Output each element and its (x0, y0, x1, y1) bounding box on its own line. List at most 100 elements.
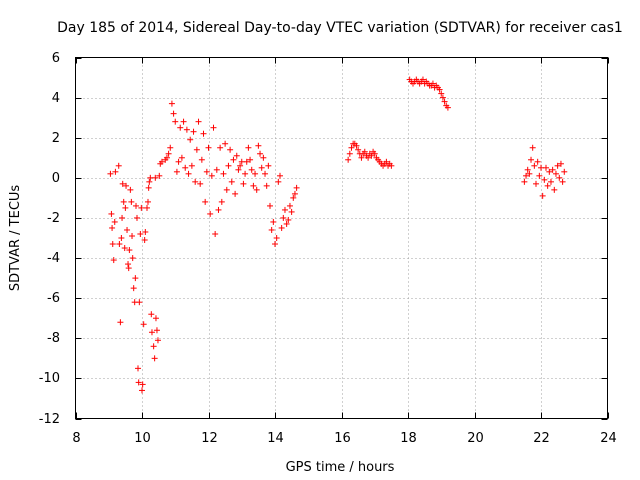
data-point (554, 162, 561, 169)
data-point (267, 202, 274, 209)
data-point (208, 172, 215, 179)
data-point (200, 130, 207, 137)
data-point (182, 164, 189, 171)
y-tick-label: 0 (52, 171, 60, 186)
data-point (205, 144, 212, 151)
data-point (551, 186, 558, 193)
data-point (125, 265, 132, 272)
y-tick-label: -10 (39, 371, 60, 386)
data-point (122, 204, 129, 211)
data-point (139, 381, 146, 388)
data-point (117, 319, 124, 326)
data-point (151, 355, 158, 362)
data-point (272, 241, 278, 248)
data-point (275, 178, 282, 185)
data-point (175, 158, 182, 165)
data-point (358, 154, 365, 161)
data-point (192, 178, 199, 185)
data-point (210, 124, 217, 131)
y-tick-label: -2 (47, 211, 60, 226)
data-point (365, 154, 372, 161)
data-point (268, 226, 275, 233)
data-point (222, 140, 229, 147)
data-point (223, 186, 230, 193)
data-point (107, 170, 114, 177)
data-point (444, 104, 451, 111)
data-point (128, 198, 135, 205)
data-point (371, 150, 378, 157)
data-point (218, 198, 225, 205)
data-point (190, 128, 197, 135)
data-point (203, 168, 210, 175)
data-point (439, 94, 446, 101)
x-tick-label: 24 (600, 431, 617, 446)
x-tick-label: 18 (400, 431, 417, 446)
data-point (217, 144, 224, 151)
data-point (163, 154, 170, 161)
data-point (536, 172, 543, 179)
data-points (107, 76, 568, 394)
data-point (135, 365, 142, 372)
data-point (252, 170, 259, 177)
data-point (556, 174, 563, 181)
data-point (270, 218, 277, 225)
y-axis-label: SDTVAR / TECUs (8, 185, 23, 292)
data-point (345, 156, 352, 163)
data-point (172, 118, 179, 125)
data-point (146, 178, 153, 185)
data-point (250, 182, 257, 189)
chart-title: Day 185 of 2014, Sidereal Day-to-day VTE… (57, 20, 623, 36)
data-point (353, 142, 360, 149)
data-point (227, 146, 234, 153)
data-point (178, 154, 185, 161)
x-tick-label: 20 (467, 431, 484, 446)
data-point (281, 206, 288, 213)
y-tick-label: 2 (52, 131, 60, 146)
data-point (438, 90, 445, 97)
data-point (193, 146, 200, 153)
data-point (215, 206, 222, 213)
data-point (120, 198, 127, 205)
data-point (126, 247, 133, 254)
data-point (521, 178, 528, 185)
data-point (539, 192, 546, 199)
data-point (187, 136, 194, 143)
x-tick-label: 10 (134, 431, 151, 446)
data-point (346, 150, 353, 157)
data-point (348, 144, 355, 151)
data-point (127, 186, 134, 193)
data-point (202, 198, 209, 205)
data-point (197, 180, 204, 187)
data-point (124, 226, 131, 233)
data-point (195, 118, 202, 125)
data-point (111, 218, 118, 225)
data-point (123, 182, 130, 189)
data-point (288, 208, 295, 215)
data-point (280, 214, 287, 221)
data-point (436, 86, 443, 93)
y-tick-label: -12 (39, 412, 60, 427)
data-series (406, 76, 451, 111)
data-point (388, 162, 395, 169)
grid (75, 57, 608, 419)
data-point (230, 156, 237, 163)
data-point (253, 186, 260, 193)
data-point (207, 210, 214, 217)
data-point (148, 329, 155, 336)
data-point (276, 172, 283, 179)
data-point (177, 124, 184, 131)
data-point (291, 190, 298, 197)
data-point (237, 162, 244, 169)
data-point (132, 275, 139, 282)
data-point (534, 158, 541, 165)
data-point (240, 180, 247, 187)
data-point (547, 178, 554, 185)
data-point (138, 204, 145, 211)
data-point (136, 299, 143, 306)
data-point (248, 166, 255, 173)
data-point (180, 118, 187, 125)
data-point (255, 142, 262, 149)
data-point (109, 241, 116, 248)
data-point (278, 224, 285, 231)
